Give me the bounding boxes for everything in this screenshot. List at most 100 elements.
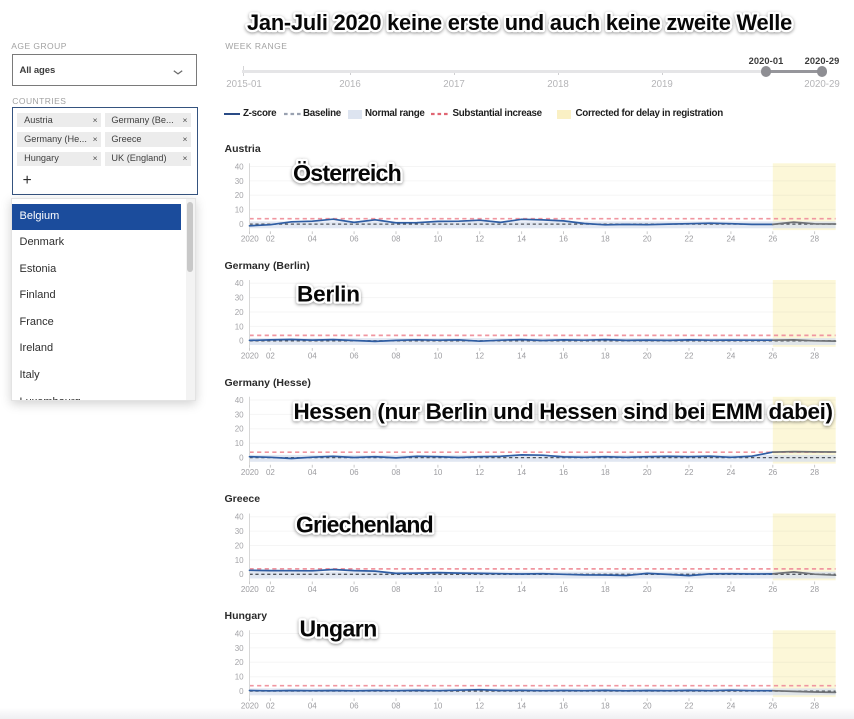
svg-text:16: 16 [559, 351, 568, 360]
svg-text:30: 30 [235, 294, 244, 303]
svg-text:26: 26 [768, 702, 777, 711]
svg-text:20: 20 [643, 585, 652, 594]
svg-text:24: 24 [726, 351, 735, 360]
svg-text:08: 08 [392, 235, 401, 244]
svg-text:18: 18 [601, 702, 610, 711]
svg-text:14: 14 [517, 702, 526, 711]
svg-text:0: 0 [239, 454, 244, 463]
svg-text:10: 10 [235, 206, 244, 215]
svg-text:20: 20 [643, 468, 652, 477]
svg-text:20: 20 [235, 541, 244, 550]
svg-text:26: 26 [768, 235, 777, 244]
svg-text:14: 14 [517, 468, 526, 477]
svg-text:06: 06 [350, 235, 359, 244]
svg-text:26: 26 [768, 351, 777, 360]
svg-text:14: 14 [517, 235, 526, 244]
svg-text:10: 10 [433, 585, 442, 594]
svg-text:26: 26 [768, 468, 777, 477]
svg-text:20: 20 [643, 235, 652, 244]
svg-text:24: 24 [726, 585, 735, 594]
svg-text:10: 10 [433, 702, 442, 711]
svg-text:Hessen (nur Berlin und Hessen: Hessen (nur Berlin und Hessen sind bei E… [294, 399, 833, 424]
svg-text:30: 30 [235, 410, 244, 419]
svg-text:30: 30 [235, 644, 244, 653]
svg-text:02: 02 [266, 468, 275, 477]
svg-text:20: 20 [235, 425, 244, 434]
svg-text:04: 04 [308, 351, 317, 360]
svg-text:08: 08 [392, 585, 401, 594]
svg-text:06: 06 [350, 585, 359, 594]
svg-text:10: 10 [433, 351, 442, 360]
svg-text:16: 16 [559, 585, 568, 594]
svg-text:2020: 2020 [241, 468, 259, 477]
svg-text:24: 24 [726, 702, 735, 711]
svg-text:28: 28 [810, 702, 819, 711]
svg-text:12: 12 [475, 702, 484, 711]
svg-text:Griechenland: Griechenland [296, 512, 433, 538]
svg-text:16: 16 [559, 702, 568, 711]
svg-text:02: 02 [266, 702, 275, 711]
svg-text:20: 20 [235, 308, 244, 317]
svg-text:40: 40 [235, 162, 244, 171]
svg-text:10: 10 [235, 556, 244, 565]
svg-text:16: 16 [559, 235, 568, 244]
svg-text:30: 30 [235, 527, 244, 536]
svg-text:2020: 2020 [241, 702, 259, 711]
svg-text:0: 0 [239, 570, 244, 579]
svg-text:10: 10 [235, 322, 244, 331]
svg-text:28: 28 [810, 235, 819, 244]
svg-text:14: 14 [517, 585, 526, 594]
svg-text:20: 20 [643, 702, 652, 711]
svg-text:18: 18 [601, 585, 610, 594]
svg-text:06: 06 [350, 702, 359, 711]
svg-text:08: 08 [392, 468, 401, 477]
svg-text:14: 14 [517, 351, 526, 360]
svg-text:02: 02 [266, 351, 275, 360]
svg-text:06: 06 [350, 351, 359, 360]
svg-text:Berlin: Berlin [297, 281, 360, 306]
svg-text:26: 26 [768, 585, 777, 594]
svg-text:16: 16 [559, 468, 568, 477]
svg-text:12: 12 [475, 585, 484, 594]
svg-text:08: 08 [392, 351, 401, 360]
svg-text:Ungarn: Ungarn [300, 616, 377, 642]
svg-text:10: 10 [235, 439, 244, 448]
svg-text:28: 28 [810, 585, 819, 594]
svg-text:18: 18 [601, 235, 610, 244]
svg-text:0: 0 [239, 220, 244, 229]
svg-text:06: 06 [350, 468, 359, 477]
svg-text:30: 30 [235, 177, 244, 186]
svg-text:0: 0 [239, 337, 244, 346]
svg-text:24: 24 [726, 235, 735, 244]
svg-text:12: 12 [475, 468, 484, 477]
svg-text:02: 02 [266, 235, 275, 244]
svg-text:20: 20 [235, 658, 244, 667]
svg-text:22: 22 [685, 351, 694, 360]
svg-text:2020: 2020 [241, 351, 259, 360]
svg-text:40: 40 [235, 279, 244, 288]
svg-text:18: 18 [601, 468, 610, 477]
svg-text:40: 40 [235, 396, 244, 405]
svg-text:2020: 2020 [241, 235, 259, 244]
svg-text:10: 10 [433, 235, 442, 244]
svg-text:24: 24 [726, 468, 735, 477]
svg-text:2020: 2020 [241, 585, 259, 594]
svg-text:04: 04 [308, 468, 317, 477]
svg-text:12: 12 [475, 351, 484, 360]
svg-text:28: 28 [810, 468, 819, 477]
svg-text:Österreich: Österreich [293, 160, 401, 186]
svg-text:08: 08 [392, 702, 401, 711]
svg-text:10: 10 [433, 468, 442, 477]
svg-text:Jan-Juli 2020 keine erste und: Jan-Juli 2020 keine erste und auch keine… [247, 10, 792, 35]
svg-text:28: 28 [810, 351, 819, 360]
svg-text:02: 02 [266, 585, 275, 594]
svg-text:10: 10 [235, 673, 244, 682]
svg-text:22: 22 [685, 235, 694, 244]
svg-text:22: 22 [685, 468, 694, 477]
svg-text:18: 18 [601, 351, 610, 360]
svg-text:40: 40 [235, 513, 244, 522]
svg-text:04: 04 [308, 235, 317, 244]
svg-text:12: 12 [475, 235, 484, 244]
svg-text:04: 04 [308, 702, 317, 711]
svg-text:40: 40 [235, 629, 244, 638]
